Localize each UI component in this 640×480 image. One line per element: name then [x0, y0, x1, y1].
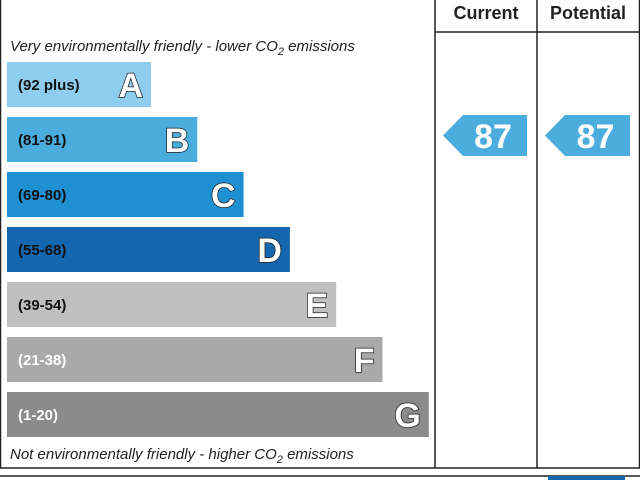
band-bar: [7, 62, 151, 107]
band-range: (92 plus): [18, 77, 80, 94]
eu-flag: [548, 476, 625, 480]
band-letter: A: [118, 67, 143, 105]
band-letter: F: [354, 342, 375, 380]
band-range: (69-80): [18, 187, 66, 204]
note-sub: 2: [277, 46, 284, 58]
band-bar: [7, 392, 429, 437]
band-bar: [7, 172, 244, 217]
rating-value: 87: [474, 118, 512, 156]
note-sub: 2: [276, 454, 283, 466]
current-header: Current: [453, 3, 518, 23]
band-letter: D: [257, 232, 282, 270]
band-bar: [7, 337, 383, 382]
bottom-note: Not environmentally friendly - higher CO…: [10, 446, 354, 466]
potential-header: Potential: [550, 3, 626, 23]
band-bar: [7, 282, 337, 327]
band-bar: [7, 227, 290, 272]
note-text: Very environmentally friendly - lower CO: [10, 38, 278, 55]
band-range: (55-68): [18, 242, 66, 259]
band-range: (21-38): [18, 352, 66, 369]
rating-value: 87: [577, 118, 615, 156]
top-note: Very environmentally friendly - lower CO…: [10, 38, 355, 58]
note-text: Not environmentally friendly - higher CO: [10, 446, 277, 463]
note-text: emissions: [283, 446, 354, 463]
band-letter: G: [394, 397, 420, 435]
band-letter: C: [211, 177, 236, 215]
rating-arrow: [443, 115, 527, 156]
band-range: (39-54): [18, 297, 66, 314]
band-letter: B: [165, 122, 190, 160]
band-range: (1-20): [18, 407, 58, 424]
band-letter: E: [306, 287, 329, 325]
band-bar: [7, 117, 198, 162]
band-range: (81-91): [18, 132, 66, 149]
note-text: emissions: [284, 38, 355, 55]
rating-arrow: [545, 115, 630, 156]
